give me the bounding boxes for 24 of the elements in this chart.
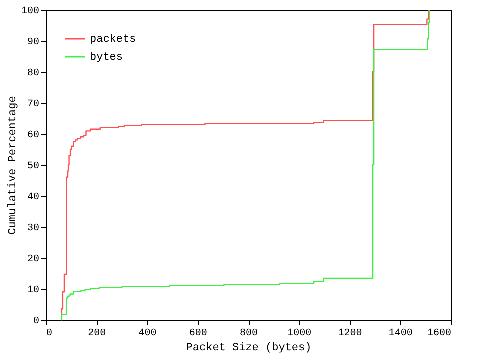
y-tick-label: 40 [27, 192, 40, 204]
x-tick-label: 600 [189, 328, 208, 340]
y-tick-label: 60 [27, 130, 40, 142]
x-tick-label: 400 [138, 328, 157, 340]
y-tick-label: 80 [27, 68, 40, 80]
y-tick-label: 20 [27, 254, 40, 266]
y-tick-label: 90 [27, 38, 40, 48]
legend-label: bytes [90, 52, 124, 64]
x-tick-label: 1000 [288, 328, 312, 340]
x-tick-label: 1200 [338, 328, 362, 340]
x-tick-label: 0 [46, 328, 53, 340]
y-tick-label: 10 [27, 286, 40, 296]
y-tick-label: 70 [27, 100, 40, 110]
y-tick-label: 50 [27, 162, 40, 172]
y-axis-title: Cumulative Percentage [7, 96, 20, 235]
y-tick-label: 100 [21, 6, 40, 18]
x-tick-label: 200 [88, 328, 106, 340]
y-tick-label: 30 [27, 224, 40, 234]
x-tick-label: 1400 [388, 328, 413, 340]
x-tick-label: 1600 [427, 328, 452, 340]
legend-label: packets [90, 34, 136, 46]
x-tick-label: 800 [240, 328, 258, 340]
x-axis-title: Packet Size (bytes) [186, 342, 312, 354]
y-tick-label: 0 [33, 316, 40, 328]
